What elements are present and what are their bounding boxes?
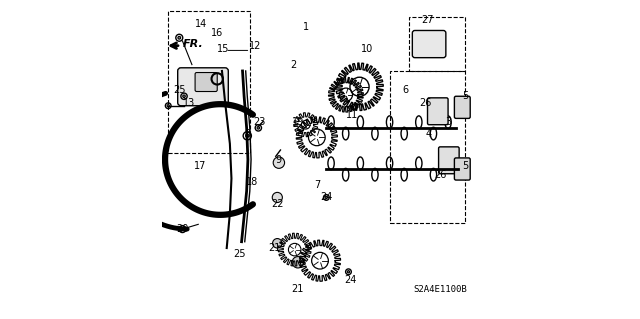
- Text: 23: 23: [253, 116, 266, 127]
- Text: 22: 22: [271, 199, 284, 209]
- Text: 26: 26: [434, 170, 446, 180]
- Circle shape: [273, 239, 282, 248]
- Text: 12: 12: [249, 41, 261, 51]
- Text: 11: 11: [346, 110, 358, 120]
- FancyBboxPatch shape: [454, 158, 470, 180]
- Circle shape: [183, 95, 186, 98]
- Text: 25: 25: [233, 249, 246, 259]
- Text: 25: 25: [173, 85, 186, 95]
- Bar: [390, 71, 465, 223]
- Text: 19: 19: [292, 116, 304, 127]
- Text: 5: 5: [462, 91, 468, 101]
- Bar: [408, 17, 465, 71]
- Text: 6: 6: [403, 85, 408, 95]
- Text: FR.: FR.: [182, 39, 203, 49]
- FancyBboxPatch shape: [195, 72, 217, 92]
- FancyBboxPatch shape: [178, 68, 228, 106]
- Circle shape: [257, 127, 260, 129]
- Circle shape: [292, 256, 303, 268]
- Text: 3: 3: [445, 116, 451, 127]
- FancyBboxPatch shape: [454, 96, 470, 118]
- Text: 15: 15: [218, 44, 230, 54]
- Text: 1: 1: [303, 22, 309, 32]
- Circle shape: [273, 157, 285, 168]
- FancyBboxPatch shape: [428, 98, 448, 125]
- Text: 16: 16: [211, 28, 223, 38]
- Text: S2A4E1100B: S2A4E1100B: [413, 285, 467, 294]
- Text: 24: 24: [344, 275, 356, 285]
- Circle shape: [167, 105, 170, 107]
- Text: 21: 21: [292, 284, 304, 294]
- Circle shape: [325, 196, 328, 199]
- FancyBboxPatch shape: [438, 147, 459, 174]
- Text: 14: 14: [195, 19, 207, 28]
- Text: 13: 13: [182, 98, 195, 108]
- Bar: [168, 11, 250, 153]
- Text: 10: 10: [362, 44, 374, 54]
- Text: 2: 2: [290, 60, 296, 70]
- Text: 7: 7: [314, 180, 320, 190]
- Text: 18: 18: [246, 177, 258, 187]
- Text: 8: 8: [244, 129, 250, 139]
- Text: 20: 20: [176, 224, 189, 234]
- Text: 27: 27: [421, 15, 434, 26]
- Text: 21: 21: [268, 243, 280, 253]
- Circle shape: [246, 134, 249, 137]
- Text: 4: 4: [426, 129, 432, 139]
- Circle shape: [272, 192, 282, 203]
- Circle shape: [348, 271, 349, 273]
- Text: 17: 17: [194, 161, 206, 171]
- FancyBboxPatch shape: [412, 31, 446, 58]
- Text: 5: 5: [462, 161, 468, 171]
- Circle shape: [181, 228, 184, 230]
- Text: 9: 9: [276, 154, 282, 165]
- Circle shape: [178, 36, 180, 39]
- Text: 24: 24: [320, 192, 333, 203]
- Text: 26: 26: [420, 98, 432, 108]
